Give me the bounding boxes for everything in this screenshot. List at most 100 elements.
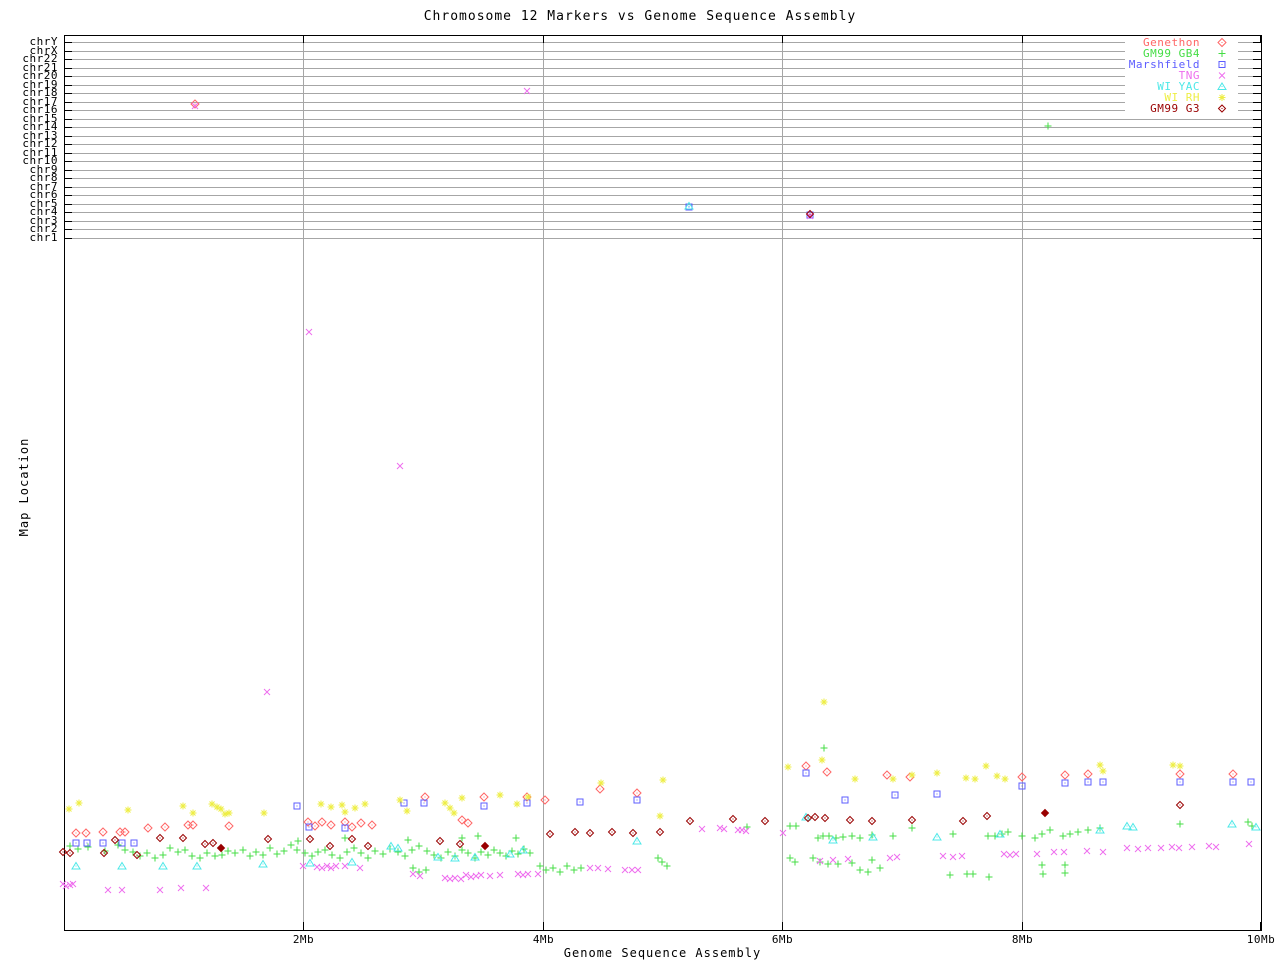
marker-gm99-gb4 [791,858,799,866]
marker-tng [409,870,417,878]
marker-gm99-gb4 [848,859,856,867]
legend-entry: Marshfield [1129,59,1234,70]
marker-genethon [1060,770,1070,780]
marker-tng [1000,850,1008,858]
marker-tng [604,865,612,873]
marker-gm99-gb4 [308,852,316,860]
marker-gm99-g3 [805,209,815,219]
marker-gm99-gb4 [514,850,522,858]
y-tick-label: chrY [29,35,58,48]
marker-gm99-g3 [65,848,75,858]
marker-marshfield [99,839,107,847]
marker-gm99-g3 [545,829,555,839]
marker-wi-rh [403,807,411,815]
marker-gm99-g3 [845,815,855,825]
marker-gm99-gb4 [294,837,302,845]
marker-wi-rh [221,810,229,818]
marker-genethon [822,767,832,777]
marker-wi-yac [192,861,202,870]
marker-gm99-gb4 [246,852,254,860]
marker-gm99-g3 [820,813,830,823]
marker-tng [844,855,852,863]
legend-marker-glyph [1217,82,1227,90]
marker-marshfield [841,796,849,804]
marker-gm99-gb4 [969,870,977,878]
marker-gm99-gb4 [266,844,274,852]
marker-tng [806,212,814,220]
marker-tng [202,884,210,892]
y-tick-label: chr21 [22,61,58,74]
marker-gm99-g3 [867,816,877,826]
marker-wi-rh [993,772,1001,780]
marker-marshfield [1176,778,1184,786]
marker-wi-yac [433,852,443,861]
legend-marker-glyph [1217,37,1227,48]
marker-marshfield [305,823,313,831]
marker-gm99-gb4 [151,854,159,862]
legend-entry: Genethon [1129,37,1234,48]
marker-genethon [1083,769,1093,779]
marker-wi-rh [441,799,449,807]
marker-tng [1006,851,1014,859]
marker-gm99-gb4 [239,846,247,854]
marker-gm99-gb4 [658,858,666,866]
marker-wi-yac [71,861,81,870]
marker-genethon [71,828,81,838]
y-tick-label: chr6 [29,188,58,201]
marker-gm99-gb4 [336,854,344,862]
x-tick-label: 4Mb [532,933,555,946]
marker-genethon [188,820,198,830]
marker-genethon [143,823,153,833]
marker-gm99-gb4 [224,847,232,855]
marker-tng [886,854,894,862]
marker-genethon [882,770,892,780]
marker-gm99-gb4 [188,852,196,860]
marker-wi-yac [117,861,127,870]
marker-gm99-gb4 [121,846,129,854]
marker-wi-rh [1096,761,1104,769]
marker-gm99-gb4 [963,870,971,878]
marker-gm99-gb4 [1004,828,1012,836]
marker-gm99-gb4 [321,846,329,854]
marker-gm99-g3-filled [480,841,490,851]
marker-tng [477,871,485,879]
marker-tng [958,852,966,860]
marker-wi-rh [656,812,664,820]
y-tick-label: chr10 [22,154,58,167]
marker-wi-rh [1169,761,1177,769]
marker-gm99-gb4 [563,862,571,870]
legend-label: TNG [1178,69,1200,82]
marker-gm99-gb4 [259,851,267,859]
marker-wi-rh [496,791,504,799]
marker-wi-rh [933,769,941,777]
marker-marshfield [576,798,584,806]
marker-marshfield [1247,778,1255,786]
marker-wi-yac [158,861,168,870]
legend-marker-icon [1200,70,1234,81]
x-axis-label: Genome Sequence Assembly [563,946,762,960]
legend-marker-glyph [1218,61,1226,68]
marker-gm99-gb4 [1244,818,1252,826]
x-tick-label: 2Mb [292,933,315,946]
x-tick-label: 6Mb [771,933,794,946]
marker-tng [716,824,724,832]
marker-marshfield [72,839,80,847]
marker-marshfield [83,839,91,847]
marker-tng [1050,848,1058,856]
marker-genethon [367,820,377,830]
marker-gm99-gb4 [570,866,578,874]
marker-tng [1188,843,1196,851]
marker-tng [534,870,542,878]
marker-wi-rh [361,800,369,808]
marker-wi-rh [971,775,979,783]
marker-genethon [81,828,91,838]
y-tick-label: chr1 [29,231,58,244]
marker-gm99-gb4 [512,834,520,842]
marker-tng [628,866,636,874]
y-tick-label: chr15 [22,112,58,125]
marker-gm99-gb4 [181,846,189,854]
marker-genethon [479,792,489,802]
marker-gm99-gb4 [1038,861,1046,869]
marker-tng [323,862,331,870]
marker-gm99-g3 [363,841,373,851]
